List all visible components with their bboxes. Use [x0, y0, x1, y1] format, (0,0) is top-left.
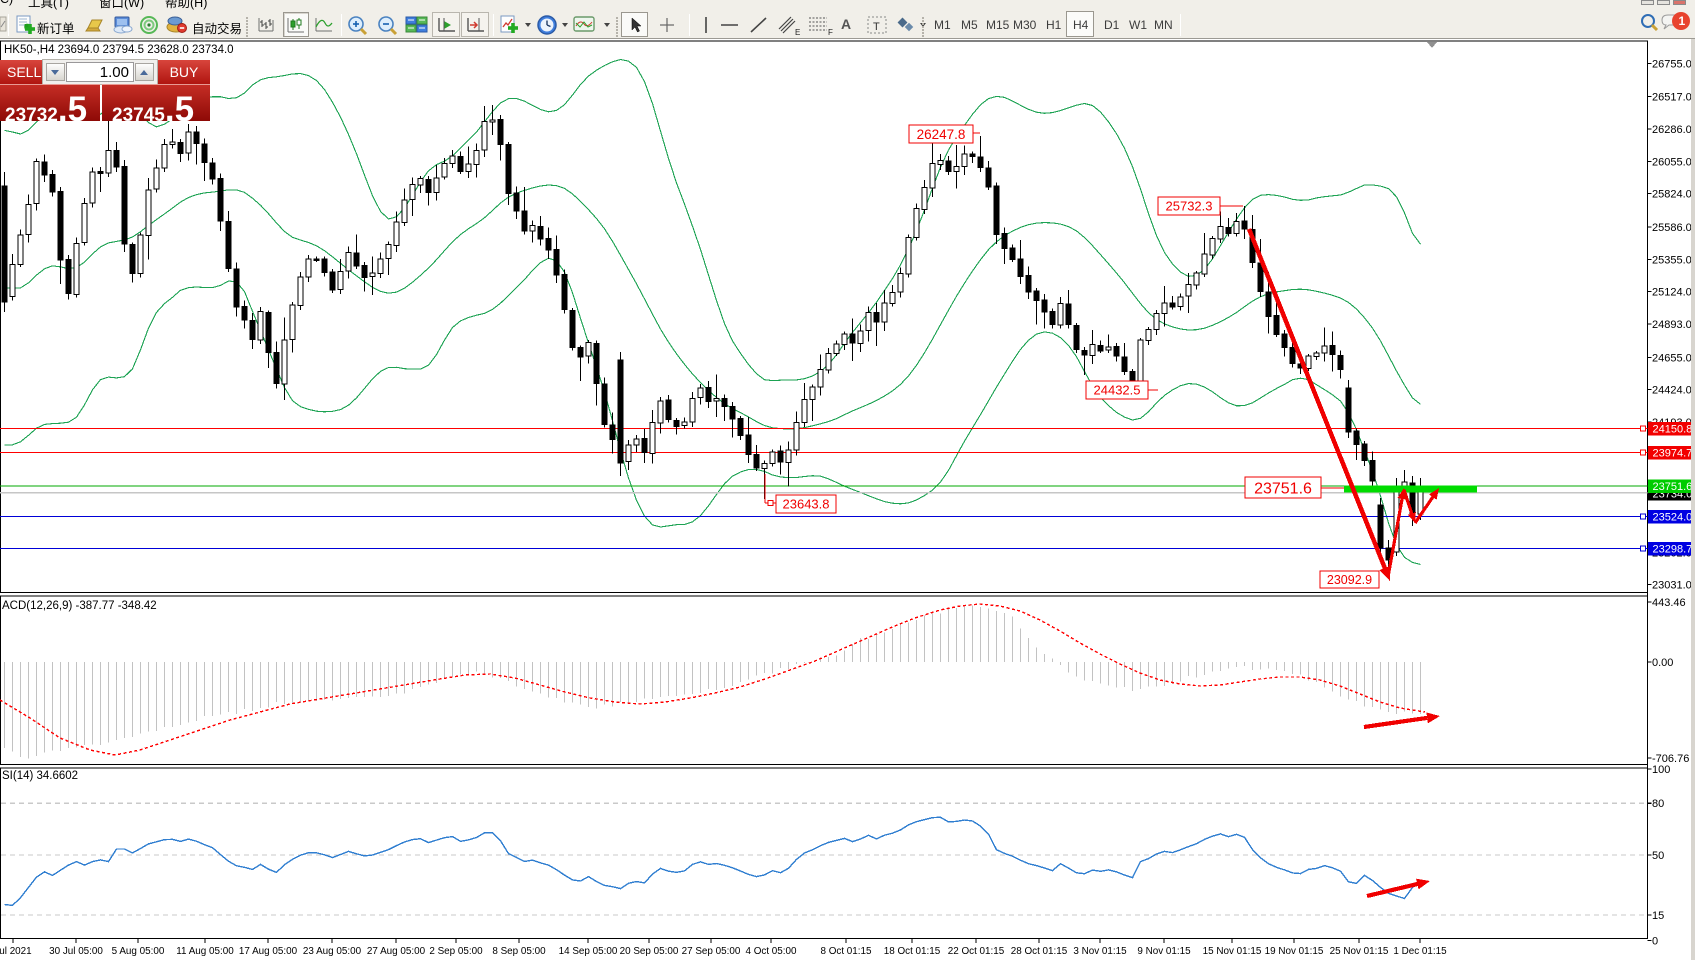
- svg-text:15: 15: [1652, 910, 1664, 922]
- svg-text:23031.0: 23031.0: [1652, 580, 1692, 592]
- svg-text:25732.3: 25732.3: [1166, 199, 1213, 214]
- svg-text:8 Sep 05:00: 8 Sep 05:00: [492, 946, 546, 957]
- svg-text:30 Jul 05:00: 30 Jul 05:00: [49, 946, 103, 957]
- svg-text:23298.7: 23298.7: [1653, 544, 1693, 556]
- svg-text:26247.8: 26247.8: [917, 127, 966, 142]
- svg-text:27 Sep 05:00: 27 Sep 05:00: [682, 946, 741, 957]
- svg-text:25 Nov 01:15: 25 Nov 01:15: [1330, 946, 1389, 957]
- svg-text:4 Oct 05:00: 4 Oct 05:00: [745, 946, 797, 957]
- svg-text:HK50-,H4 23694.0 23794.5 2362: HK50-,H4 23694.0 23794.5 23628.0 23734.0: [4, 44, 234, 56]
- svg-text:24424.0: 24424.0: [1652, 385, 1692, 397]
- svg-text:3 Nov 01:15: 3 Nov 01:15: [1073, 946, 1127, 957]
- svg-text:17 Aug 05:00: 17 Aug 05:00: [239, 946, 298, 957]
- svg-text:T: T: [873, 21, 880, 33]
- svg-text:SI(14) 34.6602: SI(14) 34.6602: [2, 770, 78, 782]
- svg-text:1: 1: [1679, 14, 1686, 28]
- svg-text:F: F: [828, 28, 833, 36]
- svg-text:Jul 2021: Jul 2021: [0, 946, 32, 957]
- svg-text:19 Nov 01:15: 19 Nov 01:15: [1265, 946, 1324, 957]
- svg-text:23092.9: 23092.9: [1327, 573, 1372, 587]
- svg-text:27 Aug 05:00: 27 Aug 05:00: [367, 946, 426, 957]
- svg-text:14 Sep 05:00: 14 Sep 05:00: [559, 946, 618, 957]
- svg-text:9 Nov 01:15: 9 Nov 01:15: [1137, 946, 1191, 957]
- svg-text:23974.7: 23974.7: [1653, 448, 1693, 460]
- svg-text:18 Oct 01:15: 18 Oct 01:15: [884, 946, 941, 957]
- svg-text:0.00: 0.00: [1652, 657, 1673, 669]
- svg-text:443.46: 443.46: [1652, 597, 1686, 609]
- svg-text:26286.0: 26286.0: [1652, 124, 1692, 136]
- svg-text:E: E: [795, 28, 800, 36]
- svg-text:23524.0: 23524.0: [1653, 512, 1693, 524]
- svg-text:ACD(12,26,9) -387.77 -348.42: ACD(12,26,9) -387.77 -348.42: [2, 600, 157, 612]
- svg-text:80: 80: [1652, 798, 1664, 810]
- svg-text:24655.0: 24655.0: [1652, 352, 1692, 364]
- svg-text:26755.0: 26755.0: [1652, 58, 1692, 70]
- svg-text:24150.8: 24150.8: [1653, 424, 1693, 436]
- svg-text:24432.5: 24432.5: [1094, 383, 1141, 398]
- svg-text:25124.0: 25124.0: [1652, 287, 1692, 299]
- svg-text:15 Nov 01:15: 15 Nov 01:15: [1203, 946, 1262, 957]
- svg-text:50: 50: [1652, 850, 1664, 862]
- svg-text:11 Aug 05:00: 11 Aug 05:00: [176, 946, 234, 957]
- svg-text:26517.0: 26517.0: [1652, 92, 1692, 104]
- svg-text:23751.6: 23751.6: [1254, 480, 1312, 497]
- svg-text:28 Oct 01:15: 28 Oct 01:15: [1011, 946, 1068, 957]
- svg-text:2 Sep 05:00: 2 Sep 05:00: [429, 946, 483, 957]
- svg-text:20 Sep 05:00: 20 Sep 05:00: [620, 946, 679, 957]
- svg-text:22 Oct 01:15: 22 Oct 01:15: [948, 946, 1005, 957]
- svg-text:25355.0: 25355.0: [1652, 254, 1692, 266]
- svg-text:23751.6: 23751.6: [1653, 481, 1693, 493]
- svg-text:-706.76: -706.76: [1652, 753, 1689, 765]
- svg-text:1 Dec 01:15: 1 Dec 01:15: [1393, 946, 1447, 957]
- svg-text:0: 0: [1652, 936, 1658, 948]
- svg-text:23643.8: 23643.8: [783, 497, 830, 512]
- svg-text:25824.0: 25824.0: [1652, 189, 1692, 201]
- svg-text:23 Aug 05:00: 23 Aug 05:00: [303, 946, 362, 957]
- svg-text:25586.0: 25586.0: [1652, 222, 1692, 234]
- svg-text:100: 100: [1652, 764, 1670, 776]
- svg-text:24893.0: 24893.0: [1652, 319, 1692, 331]
- svg-text:26055.0: 26055.0: [1652, 156, 1692, 168]
- svg-text:5 Aug 05:00: 5 Aug 05:00: [112, 946, 165, 957]
- svg-text:8 Oct 01:15: 8 Oct 01:15: [820, 946, 872, 957]
